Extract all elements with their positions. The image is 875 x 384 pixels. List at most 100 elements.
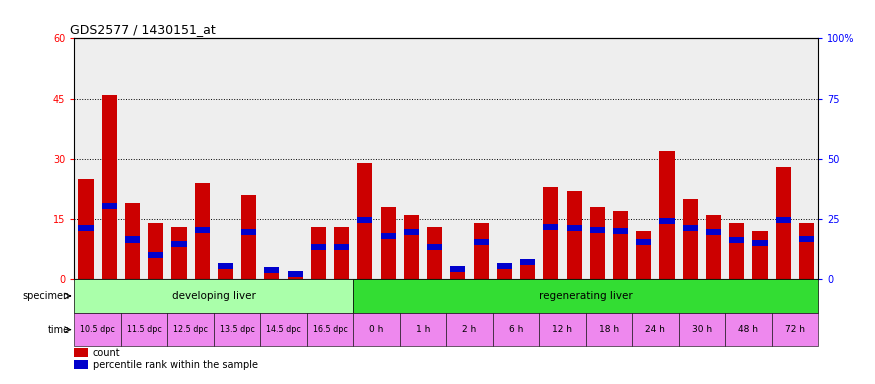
Bar <box>125 203 140 279</box>
Bar <box>590 227 605 233</box>
Bar <box>566 225 582 230</box>
Bar <box>357 217 373 223</box>
Bar <box>102 203 116 209</box>
Bar <box>752 231 767 279</box>
Bar <box>682 199 698 279</box>
Text: 30 h: 30 h <box>692 325 712 334</box>
Bar <box>451 266 466 271</box>
Bar <box>288 271 303 277</box>
Bar <box>799 236 814 242</box>
Bar <box>636 239 651 245</box>
Bar <box>493 313 539 346</box>
Bar <box>590 207 605 279</box>
Bar <box>121 313 167 346</box>
Bar <box>311 244 326 250</box>
Bar <box>381 233 396 239</box>
Bar <box>172 227 186 279</box>
Bar <box>729 237 745 243</box>
Bar <box>74 313 121 346</box>
Bar <box>218 263 233 279</box>
Text: 12.5 dpc: 12.5 dpc <box>173 325 208 334</box>
Bar <box>446 313 493 346</box>
Bar <box>404 229 419 235</box>
Bar <box>125 237 140 243</box>
Bar <box>354 279 818 313</box>
Bar <box>194 183 210 279</box>
Bar <box>148 223 164 279</box>
Text: 16.5 dpc: 16.5 dpc <box>312 325 347 334</box>
Text: 48 h: 48 h <box>738 325 759 334</box>
Bar <box>334 227 349 279</box>
Bar <box>636 231 651 279</box>
Text: 6 h: 6 h <box>508 325 523 334</box>
Bar <box>660 218 675 224</box>
Bar <box>214 313 261 346</box>
Bar <box>311 227 326 279</box>
Text: 13.5 dpc: 13.5 dpc <box>220 325 255 334</box>
Bar <box>520 259 536 265</box>
Bar <box>218 263 233 269</box>
Bar <box>400 313 446 346</box>
Text: 1 h: 1 h <box>416 325 430 334</box>
Bar <box>613 211 628 279</box>
Bar <box>354 313 400 346</box>
Text: count: count <box>93 348 121 358</box>
Bar <box>172 241 186 247</box>
Text: 18 h: 18 h <box>598 325 619 334</box>
Bar <box>148 252 164 258</box>
Text: 12 h: 12 h <box>552 325 572 334</box>
Bar <box>357 163 373 279</box>
Bar <box>79 179 94 279</box>
Bar <box>381 207 396 279</box>
Bar <box>660 151 675 279</box>
Text: 11.5 dpc: 11.5 dpc <box>127 325 162 334</box>
Bar <box>799 223 814 279</box>
Bar <box>102 94 116 279</box>
Bar <box>473 239 488 245</box>
Text: specimen: specimen <box>23 291 70 301</box>
Bar <box>566 191 582 279</box>
Text: regenerating liver: regenerating liver <box>539 291 633 301</box>
Bar <box>706 215 721 279</box>
Text: 72 h: 72 h <box>785 325 805 334</box>
Bar <box>307 313 354 346</box>
Bar <box>167 313 214 346</box>
Bar <box>632 313 679 346</box>
Text: 0 h: 0 h <box>369 325 384 334</box>
Bar <box>752 240 767 247</box>
Bar <box>334 244 349 250</box>
Text: 10.5 dpc: 10.5 dpc <box>80 325 115 334</box>
Bar <box>288 275 303 279</box>
Bar <box>74 360 88 369</box>
Bar <box>497 263 512 269</box>
Bar <box>543 224 558 230</box>
Text: 14.5 dpc: 14.5 dpc <box>266 325 301 334</box>
Text: percentile rank within the sample: percentile rank within the sample <box>93 359 258 369</box>
Text: GDS2577 / 1430151_at: GDS2577 / 1430151_at <box>70 23 216 36</box>
Bar <box>194 227 210 233</box>
Text: 24 h: 24 h <box>646 325 665 334</box>
Bar <box>776 167 791 279</box>
Text: 2 h: 2 h <box>462 325 477 334</box>
Bar <box>520 259 536 279</box>
Bar <box>473 223 488 279</box>
Bar <box>682 225 698 231</box>
Bar <box>613 228 628 234</box>
Bar <box>585 313 632 346</box>
Bar <box>772 313 818 346</box>
Bar <box>74 279 354 313</box>
Bar <box>679 313 725 346</box>
Text: time: time <box>48 324 70 334</box>
Bar <box>79 225 94 231</box>
Bar <box>261 313 307 346</box>
Bar <box>725 313 772 346</box>
Bar <box>264 267 279 273</box>
Bar <box>729 223 745 279</box>
Bar <box>242 195 256 279</box>
Bar <box>242 229 256 235</box>
Bar <box>451 267 466 279</box>
Bar <box>264 267 279 279</box>
Bar <box>427 227 442 279</box>
Bar <box>74 348 88 357</box>
Text: developing liver: developing liver <box>172 291 255 301</box>
